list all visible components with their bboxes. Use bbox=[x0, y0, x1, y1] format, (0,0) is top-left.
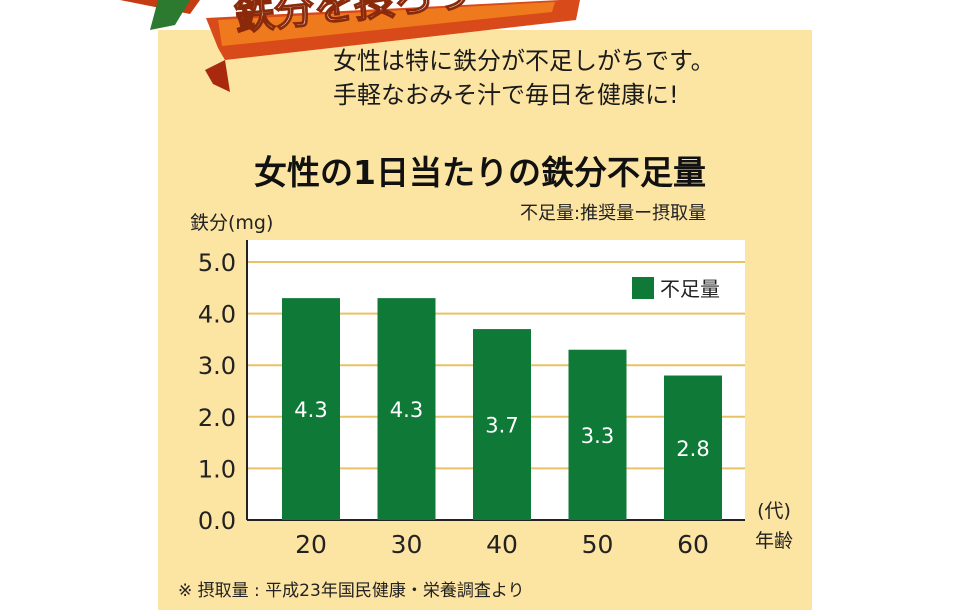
bar bbox=[664, 375, 722, 520]
data-label: 4.3 bbox=[294, 398, 327, 422]
intro-line-1: 女性は特に鉄分が不足しがちです。 bbox=[333, 47, 715, 75]
banner: 鉄分を摂ろう bbox=[120, 0, 580, 92]
footnote: ※ 摂取量 : 平成23年国民健康・栄養調査より bbox=[178, 581, 525, 601]
data-label: 3.3 bbox=[581, 424, 614, 448]
y-tick-label: 1.0 bbox=[198, 455, 236, 483]
intro-text: 女性は特に鉄分が不足しがちです。 手軽なおみそ汁で毎日を健康に! bbox=[333, 44, 813, 112]
legend-label: 不足量 bbox=[660, 277, 720, 301]
data-label: 3.7 bbox=[485, 414, 518, 438]
x-tick-label: 20 bbox=[295, 530, 327, 559]
y-tick-label: 2.0 bbox=[198, 404, 236, 432]
x-tick-label: 40 bbox=[486, 530, 518, 559]
data-label: 4.3 bbox=[390, 398, 423, 422]
y-tick-label: 5.0 bbox=[198, 249, 236, 277]
x-tick-label: 30 bbox=[391, 530, 423, 559]
y-axis-label: 鉄分(mg) bbox=[190, 212, 274, 234]
y-tick-label: 0.0 bbox=[198, 507, 236, 535]
x-axis-title: 年齢 bbox=[755, 530, 794, 552]
legend-swatch bbox=[632, 277, 654, 299]
bar bbox=[473, 329, 531, 520]
x-tick-label: 50 bbox=[582, 530, 614, 559]
bar bbox=[282, 298, 340, 520]
intro-line-2: 手軽なおみそ汁で毎日を健康に! bbox=[333, 81, 679, 109]
chart-title: 女性の1日当たりの鉄分不足量 bbox=[254, 153, 706, 192]
x-axis-label: (代) 年齢 bbox=[755, 496, 793, 556]
x-tick-label: 60 bbox=[677, 530, 709, 559]
y-tick-label: 3.0 bbox=[198, 352, 236, 380]
bar bbox=[377, 298, 436, 520]
x-axis-unit: (代) bbox=[757, 500, 791, 522]
bar bbox=[568, 349, 627, 520]
data-label: 2.8 bbox=[676, 437, 709, 461]
chart-subtitle: 不足量:推奨量ー摂取量 bbox=[520, 203, 707, 224]
y-tick-label: 4.0 bbox=[198, 301, 236, 329]
